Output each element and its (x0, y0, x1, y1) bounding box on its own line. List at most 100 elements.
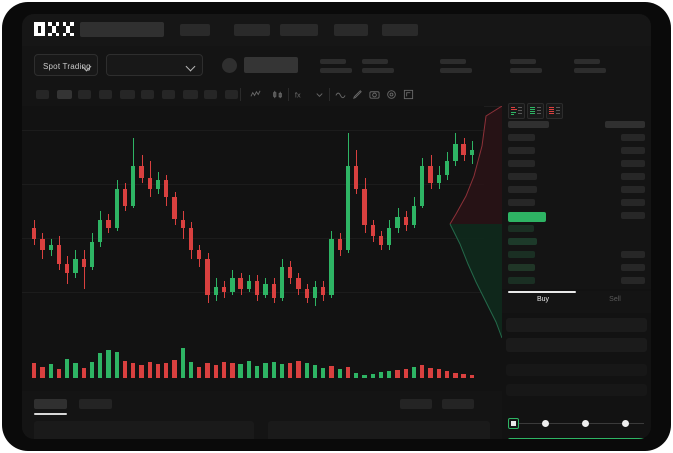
order-book-row-right[interactable] (621, 199, 645, 206)
timeframe-chip-8[interactable] (183, 90, 198, 99)
candlestick-icon[interactable] (272, 89, 283, 100)
order-book-row[interactable] (508, 160, 535, 167)
stat-value-5 (574, 68, 606, 73)
bottom-action-1[interactable] (400, 399, 432, 409)
orderbook-asks-icon[interactable] (546, 103, 563, 119)
tab-buy[interactable]: Buy (536, 296, 550, 303)
order-book-row-right[interactable] (621, 277, 645, 284)
settings-icon[interactable] (386, 89, 397, 100)
stepper-step-1[interactable] (508, 418, 519, 429)
indicator-icon[interactable]: fx (294, 89, 305, 100)
timeframe-chip-10[interactable] (225, 90, 238, 99)
orderbook-both-icon[interactable] (508, 103, 525, 119)
volume-bar (164, 363, 169, 378)
candle-body (420, 166, 425, 206)
order-book-row[interactable] (508, 186, 537, 193)
order-book-row[interactable] (508, 277, 535, 284)
stepper-step-4[interactable] (622, 420, 629, 427)
timeframe-chip-4[interactable] (99, 90, 112, 99)
volume-bar (279, 364, 285, 378)
order-book-row-right[interactable] (621, 251, 645, 258)
nav-item-3[interactable] (280, 24, 318, 36)
fullscreen-icon[interactable] (403, 89, 414, 100)
order-book-current-price-row[interactable] (508, 212, 546, 222)
volume-bar (73, 363, 78, 378)
order-book-row-right[interactable] (621, 173, 645, 180)
order-book-row[interactable] (508, 238, 537, 245)
timeframe-chip-1[interactable] (36, 90, 49, 99)
timeframe-chip-6[interactable] (141, 90, 154, 99)
stepper-track (514, 423, 644, 424)
order-amount-input[interactable] (506, 338, 647, 352)
toolbar-divider (329, 88, 330, 101)
timeframe-chip-3[interactable] (78, 90, 91, 99)
chart-gridline (22, 238, 484, 239)
order-book-row[interactable] (508, 199, 535, 206)
price-chart[interactable] (22, 106, 484, 391)
line-chart-icon[interactable] (250, 89, 261, 100)
order-price-input[interactable] (506, 318, 647, 332)
order-book-row-right[interactable] (621, 160, 645, 167)
order-book-row-right[interactable] (621, 147, 645, 154)
nav-item-2[interactable] (234, 24, 270, 36)
stepper-step-3[interactable] (582, 420, 589, 427)
tab-sell[interactable]: Sell (609, 296, 621, 303)
order-book-row-right[interactable] (621, 212, 645, 219)
order-book-row[interactable] (508, 147, 535, 154)
nav-item-1[interactable] (180, 24, 210, 36)
stat-label-1 (320, 59, 346, 64)
volume-bar (147, 361, 152, 378)
volume-bar (221, 361, 227, 378)
candle-body (337, 239, 342, 251)
volume-bar (56, 369, 62, 378)
order-book-row[interactable] (508, 225, 534, 232)
orderbook-bids-icon[interactable] (527, 103, 544, 119)
volume-bar (98, 352, 103, 378)
volume-bar (362, 375, 367, 378)
candle-body (263, 283, 268, 296)
bottom-tab-2[interactable] (79, 399, 112, 409)
order-book-row[interactable] (508, 251, 535, 258)
timeframe-chip-2[interactable] (57, 90, 72, 99)
candle-wick (83, 250, 85, 290)
global-search-input[interactable] (80, 22, 164, 37)
chevron-down-icon[interactable] (314, 89, 325, 100)
candle-body (155, 180, 161, 189)
nav-item-4[interactable] (334, 24, 368, 36)
order-book-row[interactable] (508, 264, 535, 271)
candle-body (188, 227, 194, 251)
trading-pair-select[interactable] (106, 54, 203, 76)
timeframe-chip-9[interactable] (204, 90, 217, 99)
okx-logo-icon[interactable] (34, 22, 74, 37)
candle-body (89, 241, 95, 268)
order-total-input[interactable] (506, 364, 647, 376)
stepper-step-2[interactable] (542, 420, 549, 427)
bottom-tab-1[interactable] (34, 399, 67, 409)
order-book-row-right[interactable] (621, 264, 645, 271)
nav-item-5[interactable] (382, 24, 418, 36)
volume-bar (271, 361, 276, 378)
candle-body (131, 166, 136, 206)
timeframe-chip-7[interactable] (162, 90, 175, 99)
candle-body (271, 283, 276, 298)
volume-bar (122, 360, 128, 378)
volume-bar (114, 351, 119, 378)
volume-bar (131, 363, 136, 378)
bottom-action-2[interactable] (442, 399, 474, 409)
wave-icon[interactable] (335, 89, 346, 100)
market-type-dropdown[interactable]: Spot Trading (34, 54, 98, 76)
submit-order-button[interactable] (508, 438, 651, 439)
candle-body (395, 216, 400, 228)
order-book-row[interactable] (508, 173, 537, 180)
order-book-row-right[interactable] (621, 186, 645, 193)
volume-bar (378, 372, 384, 378)
order-book-row-right[interactable] (621, 134, 645, 141)
pencil-icon[interactable] (352, 89, 363, 100)
timeframe-chip-5[interactable] (120, 90, 135, 99)
candle-body (436, 174, 441, 184)
order-book-row[interactable] (508, 134, 535, 141)
candle-body (469, 149, 475, 156)
camera-icon[interactable] (369, 89, 380, 100)
stat-label-2 (362, 59, 388, 64)
candle-body (312, 286, 318, 298)
